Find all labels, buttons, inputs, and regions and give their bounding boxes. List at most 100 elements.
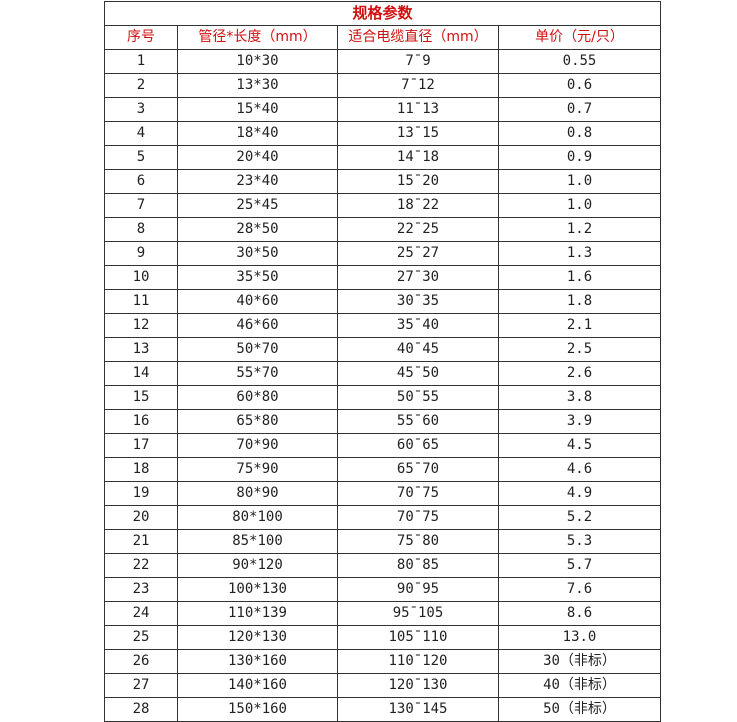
cell-price: 8.6	[497, 601, 662, 626]
cell-size: 70*90	[177, 433, 338, 458]
title-row: 规格参数	[103, 1, 662, 26]
cell-index: 22	[104, 553, 178, 578]
table-row: 23 100*130 90¯95 7.6	[104, 577, 662, 602]
cell-cable-diameter: 70¯75	[337, 481, 499, 506]
cell-cable-diameter: 11¯13	[337, 97, 499, 122]
cell-size: 75*90	[177, 457, 338, 482]
table-row: 26 130*160 110¯120 30（非标）	[104, 649, 662, 674]
cell-price: 5.2	[497, 505, 662, 530]
cell-cable-diameter: 22¯25	[337, 217, 499, 242]
cell-size: 13*30	[177, 73, 338, 98]
cell-index: 6	[104, 169, 178, 194]
table-row: 13 50*70 40¯45 2.5	[104, 337, 662, 362]
cell-index: 7	[104, 193, 178, 218]
cell-cable-diameter: 90¯95	[337, 577, 499, 602]
cell-cable-diameter: 130¯145	[337, 697, 499, 722]
cell-price: 2.5	[497, 337, 662, 362]
cell-index: 3	[104, 97, 178, 122]
cell-size: 100*130	[177, 577, 338, 602]
table-row: 15 60*80 50¯55 3.8	[104, 385, 662, 410]
cell-cable-diameter: 35¯40	[337, 313, 499, 338]
cell-price: 13.0	[497, 625, 662, 650]
cell-cable-diameter: 65¯70	[337, 457, 499, 482]
cell-price: 40（非标）	[497, 673, 662, 698]
cell-price: 50（非标）	[497, 697, 662, 722]
cell-index: 24	[104, 601, 178, 626]
cell-cable-diameter: 70¯75	[337, 505, 499, 530]
table-row: 9 30*50 25¯27 1.3	[104, 241, 662, 266]
cell-cable-diameter: 110¯120	[337, 649, 499, 674]
table-row: 4 18*40 13¯15 0.8	[104, 121, 662, 146]
cell-size: 50*70	[177, 337, 338, 362]
cell-price: 0.7	[497, 97, 662, 122]
cell-size: 140*160	[177, 673, 338, 698]
cell-price: 4.5	[497, 433, 662, 458]
cell-price: 30（非标）	[497, 649, 662, 674]
cell-size: 30*50	[177, 241, 338, 266]
cell-size: 20*40	[177, 145, 338, 170]
table-row: 7 25*45 18¯22 1.0	[104, 193, 662, 218]
cell-index: 2	[104, 73, 178, 98]
cell-index: 13	[104, 337, 178, 362]
cell-cable-diameter: 7¯12	[337, 73, 499, 98]
cell-price: 0.8	[497, 121, 662, 146]
cell-size: 65*80	[177, 409, 338, 434]
table-row: 1 10*30 7¯9 0.55	[104, 49, 662, 74]
cell-size: 130*160	[177, 649, 338, 674]
cell-cable-diameter: 105¯110	[337, 625, 499, 650]
header-row: 序号 管径*长度（mm） 适合电缆直径（mm） 单价（元/只）	[104, 25, 662, 50]
table-row: 24 110*139 95¯105 8.6	[104, 601, 662, 626]
cell-index: 1	[104, 49, 178, 74]
cell-cable-diameter: 45¯50	[337, 361, 499, 386]
header-index: 序号	[104, 25, 178, 50]
cell-size: 55*70	[177, 361, 338, 386]
cell-cable-diameter: 55¯60	[337, 409, 499, 434]
cell-price: 4.9	[497, 481, 662, 506]
cell-index: 12	[104, 313, 178, 338]
cell-price: 0.6	[497, 73, 662, 98]
cell-price: 1.3	[497, 241, 662, 266]
cell-index: 18	[104, 457, 178, 482]
cell-price: 4.6	[497, 457, 662, 482]
cell-cable-diameter: 25¯27	[337, 241, 499, 266]
cell-size: 150*160	[177, 697, 338, 722]
table-row: 27 140*160 120¯130 40（非标）	[104, 673, 662, 698]
cell-price: 7.6	[497, 577, 662, 602]
cell-price: 1.0	[497, 193, 662, 218]
cell-price: 2.6	[497, 361, 662, 386]
table-row: 16 65*80 55¯60 3.9	[104, 409, 662, 434]
cell-price: 5.3	[497, 529, 662, 554]
cell-cable-diameter: 95¯105	[337, 601, 499, 626]
cell-size: 110*139	[177, 601, 338, 626]
cell-index: 4	[104, 121, 178, 146]
cell-index: 20	[104, 505, 178, 530]
cell-cable-diameter: 50¯55	[337, 385, 499, 410]
header-size: 管径*长度（mm）	[177, 25, 338, 50]
table-row: 2 13*30 7¯12 0.6	[104, 73, 662, 98]
cell-cable-diameter: 60¯65	[337, 433, 499, 458]
cell-price: 2.1	[497, 313, 662, 338]
cell-size: 15*40	[177, 97, 338, 122]
table-row: 25 120*130 105¯110 13.0	[104, 625, 662, 650]
cell-cable-diameter: 14¯18	[337, 145, 499, 170]
table-row: 6 23*40 15¯20 1.0	[104, 169, 662, 194]
cell-size: 10*30	[177, 49, 338, 74]
table-row: 19 80*90 70¯75 4.9	[104, 481, 662, 506]
cell-cable-diameter: 120¯130	[337, 673, 499, 698]
cell-index: 10	[104, 265, 178, 290]
table-row: 3 15*40 11¯13 0.7	[104, 97, 662, 122]
cell-size: 85*100	[177, 529, 338, 554]
table-row: 10 35*50 27¯30 1.6	[104, 265, 662, 290]
table-row: 17 70*90 60¯65 4.5	[104, 433, 662, 458]
cell-index: 17	[104, 433, 178, 458]
table-row: 14 55*70 45¯50 2.6	[104, 361, 662, 386]
cell-index: 5	[104, 145, 178, 170]
cell-price: 3.9	[497, 409, 662, 434]
table-title: 规格参数	[103, 1, 662, 26]
cell-price: 3.8	[497, 385, 662, 410]
cell-cable-diameter: 27¯30	[337, 265, 499, 290]
table-row: 12 46*60 35¯40 2.1	[104, 313, 662, 338]
cell-index: 8	[104, 217, 178, 242]
cell-price: 1.6	[497, 265, 662, 290]
cell-price: 5.7	[497, 553, 662, 578]
